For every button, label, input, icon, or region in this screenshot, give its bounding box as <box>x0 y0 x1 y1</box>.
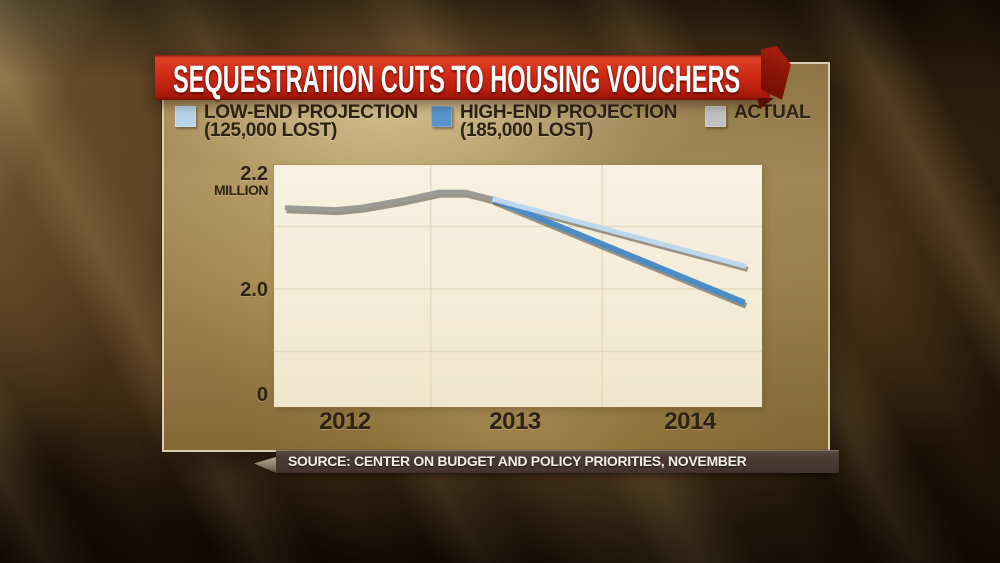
y-axis-tick-2-2: 2.2 <box>240 163 268 185</box>
legend-item-high-end: HIGH-END PROJECTION (185,000 LOST) <box>431 102 678 141</box>
actual-swatch-icon <box>705 106 726 127</box>
page-title: SEQUESTRATION CUTS TO HOUSING VOUCHERS <box>173 59 741 101</box>
ribbon-fold-shadow-icon <box>757 98 774 109</box>
ribbon-fold-icon <box>761 46 791 100</box>
x-axis-tick-2012: 2012 <box>319 408 371 435</box>
chart-svg <box>274 165 762 407</box>
low-end-swatch-icon <box>175 106 196 127</box>
legend-sublabel: (185,000 LOST) <box>460 120 594 141</box>
source-bar-fold-icon <box>254 457 276 473</box>
legend-label: LOW-END PROJECTION <box>204 102 418 123</box>
legend-sublabel: (125,000 LOST) <box>204 120 338 141</box>
title-banner: SEQUESTRATION CUTS TO HOUSING VOUCHERS <box>155 46 791 109</box>
content-panel: SEQUESTRATION CUTS TO HOUSING VOUCHERS L… <box>155 46 839 473</box>
y-axis-tick-0: 0 <box>256 384 268 406</box>
legend-item-low-end: LOW-END PROJECTION (125,000 LOST) <box>175 102 418 141</box>
legend-label: ACTUAL <box>734 102 811 123</box>
source-attribution-bar: SOURCE: CENTER ON BUDGET AND POLICY PRIO… <box>254 450 839 473</box>
y-axis-unit-label: MILLION <box>213 182 269 198</box>
y-axis-tick-2-0: 2.0 <box>240 279 268 301</box>
legend-label: HIGH-END PROJECTION <box>460 102 678 123</box>
legend-item-actual: ACTUAL <box>705 102 811 127</box>
high-end-swatch-icon <box>431 106 452 127</box>
x-axis-tick-2013: 2013 <box>489 408 541 435</box>
x-axis-tick-2014: 2014 <box>664 408 716 435</box>
chart-plot-area <box>274 165 762 407</box>
source-text: SOURCE: CENTER ON BUDGET AND POLICY PRIO… <box>288 453 747 469</box>
